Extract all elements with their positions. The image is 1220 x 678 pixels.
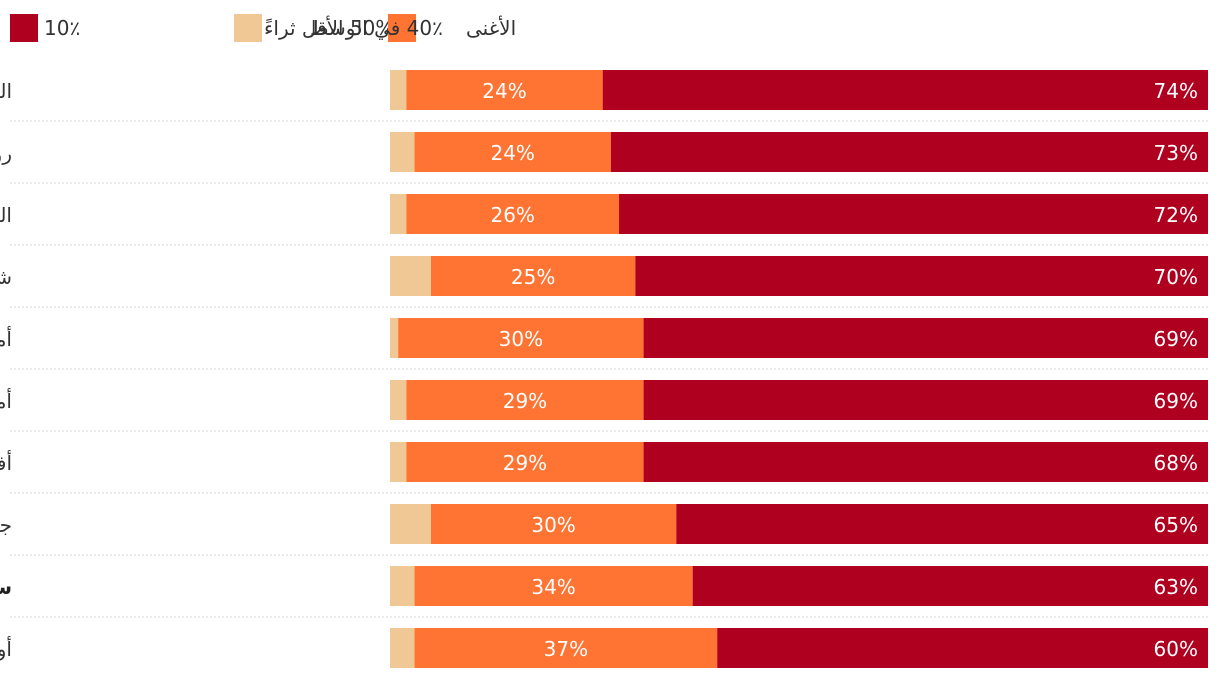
category-label: أفريقيا جنوب الصحراء الكبرى (0, 450, 12, 475)
bar-row: أمريكا اللاتينية 29% 69% (0, 380, 1208, 432)
category-label: جنوب وجنوب شرق آسيا (0, 512, 12, 537)
bar-row: أمريكا الشمالية 30% 69% (0, 318, 1208, 370)
bar-row: الشرق الأوسط وشمال أفريقيا (MENA) 26% 72% (0, 194, 1208, 246)
bar-middle40 (414, 566, 693, 606)
legend-item-bottom50: 50% الأقل ثراءً (234, 14, 410, 42)
value-label-middle40: 34% (531, 575, 575, 599)
legend-label-top-extra: الأغنى (466, 16, 517, 40)
bar-top10 (643, 380, 1208, 420)
legend-label-bottom50: 50% الأقل ثراءً (264, 16, 395, 40)
value-label-top10: 60% (1154, 637, 1198, 661)
bar-middle40 (406, 70, 603, 110)
bar-bottom50 (390, 70, 407, 110)
category-label: الشرق الأوسط وشمال أفريقيا (MENA) (0, 202, 12, 227)
category-label: سويسرا (0, 575, 12, 599)
bar-bottom50 (390, 380, 407, 420)
value-label-middle40: 24% (482, 79, 526, 103)
value-label-top10: 70% (1154, 265, 1198, 289)
category-label: أمريكا الشمالية (0, 326, 12, 351)
value-label-middle40: 29% (503, 451, 547, 475)
bar-bottom50 (390, 628, 415, 668)
legend-swatch-top10 (10, 14, 38, 42)
bar-top10 (692, 566, 1208, 606)
bar-bottom50 (390, 442, 407, 482)
value-label-top10: 74% (1154, 79, 1198, 103)
legend-swatch-bottom50 (234, 14, 262, 42)
bar-bottom50 (390, 566, 415, 606)
bar-row: شرق آسيا 25% 70% (0, 256, 1208, 308)
value-label-middle40: 25% (511, 265, 555, 289)
bar-row: سويسرا 34% 63% (0, 566, 1208, 618)
category-label: أوروبا (0, 636, 12, 661)
bar-row: روسيا وآسيا الوسطى 24% 73% (0, 132, 1208, 184)
value-label-middle40: 37% (544, 637, 588, 661)
bar-row: جنوب وجنوب شرق آسيا 30% 65% (0, 504, 1208, 556)
bar-bottom50 (390, 132, 415, 172)
legend-label-middle40: 40٪ في الوسط (310, 16, 443, 40)
bar-bottom50 (390, 504, 431, 544)
bar-top10 (610, 132, 1208, 172)
value-label-middle40: 30% (531, 513, 575, 537)
legend-item-top10: 10٪ (10, 14, 110, 42)
category-label: أمريكا اللاتينية (0, 388, 12, 413)
bar-middle40 (414, 132, 611, 172)
bar-middle40 (406, 380, 644, 420)
category-label: العالم (0, 79, 12, 103)
bar-bottom50 (390, 256, 431, 296)
bar-bottom50 (390, 194, 407, 234)
bar-top10 (635, 256, 1208, 296)
bar-row: أوروبا 37% 60% (0, 628, 1208, 668)
bar-middle40 (414, 628, 718, 668)
bar-top10 (717, 628, 1208, 668)
bar-top10 (643, 442, 1208, 482)
legend-item-middle40: 40٪ في الوسط (310, 14, 528, 42)
category-label: شرق آسيا (0, 264, 12, 289)
bar-middle40 (406, 442, 644, 482)
bar-top10 (676, 504, 1208, 544)
legend-swatch-middle40 (388, 14, 416, 42)
category-label: روسيا وآسيا الوسطى (0, 140, 12, 165)
bar-top10 (619, 194, 1208, 234)
value-label-middle40: 24% (490, 141, 534, 165)
value-label-top10: 65% (1154, 513, 1198, 537)
value-label-middle40: 30% (499, 327, 543, 351)
bar-middle40 (430, 256, 636, 296)
value-label-top10: 69% (1154, 389, 1198, 413)
value-label-middle40: 29% (503, 389, 547, 413)
bar-middle40 (430, 504, 677, 544)
bar-bottom50 (390, 318, 399, 358)
value-label-top10: 72% (1154, 203, 1198, 227)
bar-top10 (602, 70, 1208, 110)
legend-label-top10: 10٪ (44, 16, 81, 40)
value-label-top10: 69% (1154, 327, 1198, 351)
value-label-top10: 73% (1154, 141, 1198, 165)
value-label-top10: 68% (1154, 451, 1198, 475)
value-label-middle40: 26% (490, 203, 534, 227)
bar-row: العالم 24% 74% (0, 70, 1208, 122)
value-label-top10: 63% (1154, 575, 1198, 599)
bar-middle40 (406, 194, 620, 234)
bar-top10 (643, 318, 1208, 358)
bar-row: أفريقيا جنوب الصحراء الكبرى 29% 68% (0, 442, 1208, 494)
bar-middle40 (398, 318, 644, 358)
